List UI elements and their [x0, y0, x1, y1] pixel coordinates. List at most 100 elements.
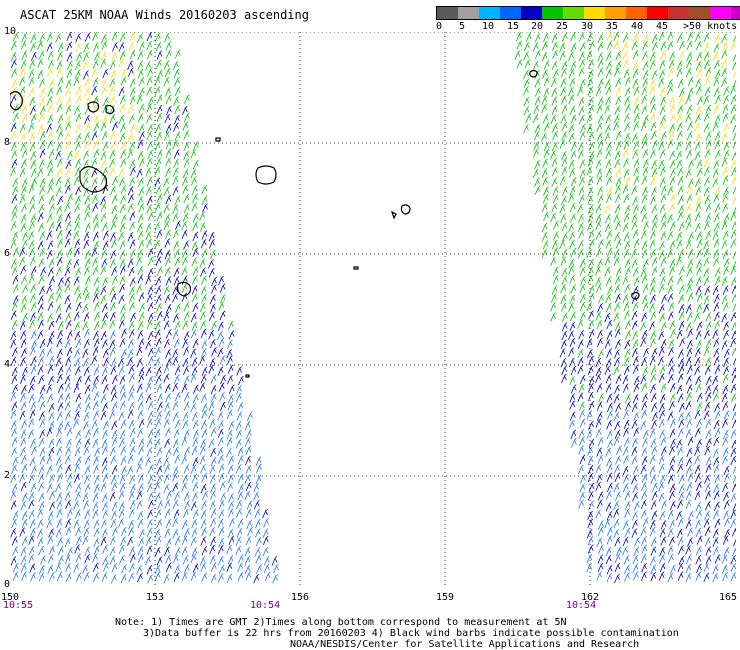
wind-barb [29, 203, 36, 213]
wind-barb [200, 509, 207, 520]
wind-barb [227, 508, 234, 518]
wind-barb [624, 527, 631, 538]
wind-barb [606, 60, 612, 71]
wind-barb [183, 401, 190, 411]
wind-barb [714, 402, 720, 413]
wind-barb [128, 329, 135, 339]
wind-barb [623, 168, 630, 179]
wind-barb [561, 104, 568, 114]
wind-barb [12, 546, 18, 556]
wind-barb [605, 383, 612, 393]
wind-barb [587, 544, 594, 554]
wind-barb [641, 139, 648, 149]
wind-barb [109, 319, 116, 330]
wind-barb [218, 463, 225, 474]
wind-barb [37, 69, 44, 80]
wind-barb [163, 473, 170, 484]
wind-barb [640, 229, 647, 240]
wind-barb [64, 177, 71, 188]
wind-barb [552, 186, 559, 196]
wind-barb [156, 383, 163, 393]
wind-barb [237, 446, 244, 457]
wind-barb [184, 112, 190, 122]
wind-barb [103, 420, 109, 430]
wind-barb [614, 67, 620, 77]
wind-barb [678, 221, 685, 232]
wind-barb [146, 319, 153, 329]
wind-barb [667, 284, 674, 295]
wind-barb [146, 195, 153, 206]
wind-barb [183, 375, 190, 385]
wind-barb [568, 193, 574, 203]
wind-barb [127, 536, 133, 547]
wind-barb [559, 204, 566, 214]
wind-barb [30, 365, 37, 375]
wind-barb [38, 482, 44, 492]
wind-barb [91, 382, 98, 393]
wind-barb [65, 184, 71, 194]
wind-barb [199, 211, 205, 222]
wind-barb [732, 502, 736, 512]
wind-barb [101, 34, 107, 44]
wind-barb [515, 32, 522, 42]
wind-barb [146, 49, 153, 60]
wind-barb [625, 176, 631, 186]
island-small-nw [10, 91, 23, 111]
wind-barb [534, 33, 541, 43]
wind-barb [227, 464, 234, 474]
wind-barb [200, 438, 206, 449]
wind-barb [685, 545, 691, 555]
wind-barb [129, 286, 135, 296]
wind-barb [235, 545, 242, 556]
wind-barb [75, 338, 82, 348]
wind-barb [632, 60, 639, 71]
wind-barb [20, 446, 26, 457]
wind-barb [579, 436, 585, 446]
wind-barb [39, 455, 46, 465]
wind-barb [731, 347, 736, 356]
wind-barb [623, 474, 629, 484]
wind-barb [721, 554, 728, 565]
wind-barb [64, 238, 71, 248]
wind-barb [10, 58, 17, 69]
wind-barb [20, 547, 27, 557]
wind-barb [172, 348, 178, 359]
wind-barb [102, 240, 109, 250]
wind-barb [84, 258, 91, 268]
wind-barb [10, 330, 17, 341]
wind-barb [91, 194, 98, 204]
wind-barb [695, 105, 702, 116]
wind-barb [46, 96, 53, 106]
wind-barb [201, 275, 207, 285]
wind-barb [523, 69, 529, 80]
wind-barb [561, 166, 568, 176]
wind-barb [154, 482, 160, 492]
wind-barb [695, 527, 702, 538]
wind-barb [541, 248, 548, 259]
wind-barb [39, 247, 45, 258]
wind-barb [614, 322, 621, 332]
wind-barb [256, 463, 262, 473]
wind-barb [703, 186, 710, 197]
legend-swatch-14 [731, 7, 740, 19]
wind-barb [624, 572, 630, 582]
wind-barb [651, 221, 658, 231]
wind-barb [39, 185, 45, 195]
wind-barb [669, 150, 675, 161]
wind-barb [155, 508, 162, 519]
wind-barb [111, 51, 118, 62]
wind-barb [228, 493, 234, 503]
wind-barb [183, 150, 189, 161]
wind-barb [678, 248, 685, 259]
wind-barb [578, 32, 585, 42]
wind-barb [596, 132, 603, 142]
wind-barb [579, 159, 586, 169]
wind-barb [687, 292, 694, 303]
wind-barb [66, 330, 73, 340]
wind-barb [57, 546, 64, 556]
wind-barb [199, 311, 206, 321]
wind-barb [632, 330, 638, 341]
wind-barb [624, 500, 631, 511]
wind-barb [613, 394, 620, 404]
wind-barb [705, 131, 712, 141]
